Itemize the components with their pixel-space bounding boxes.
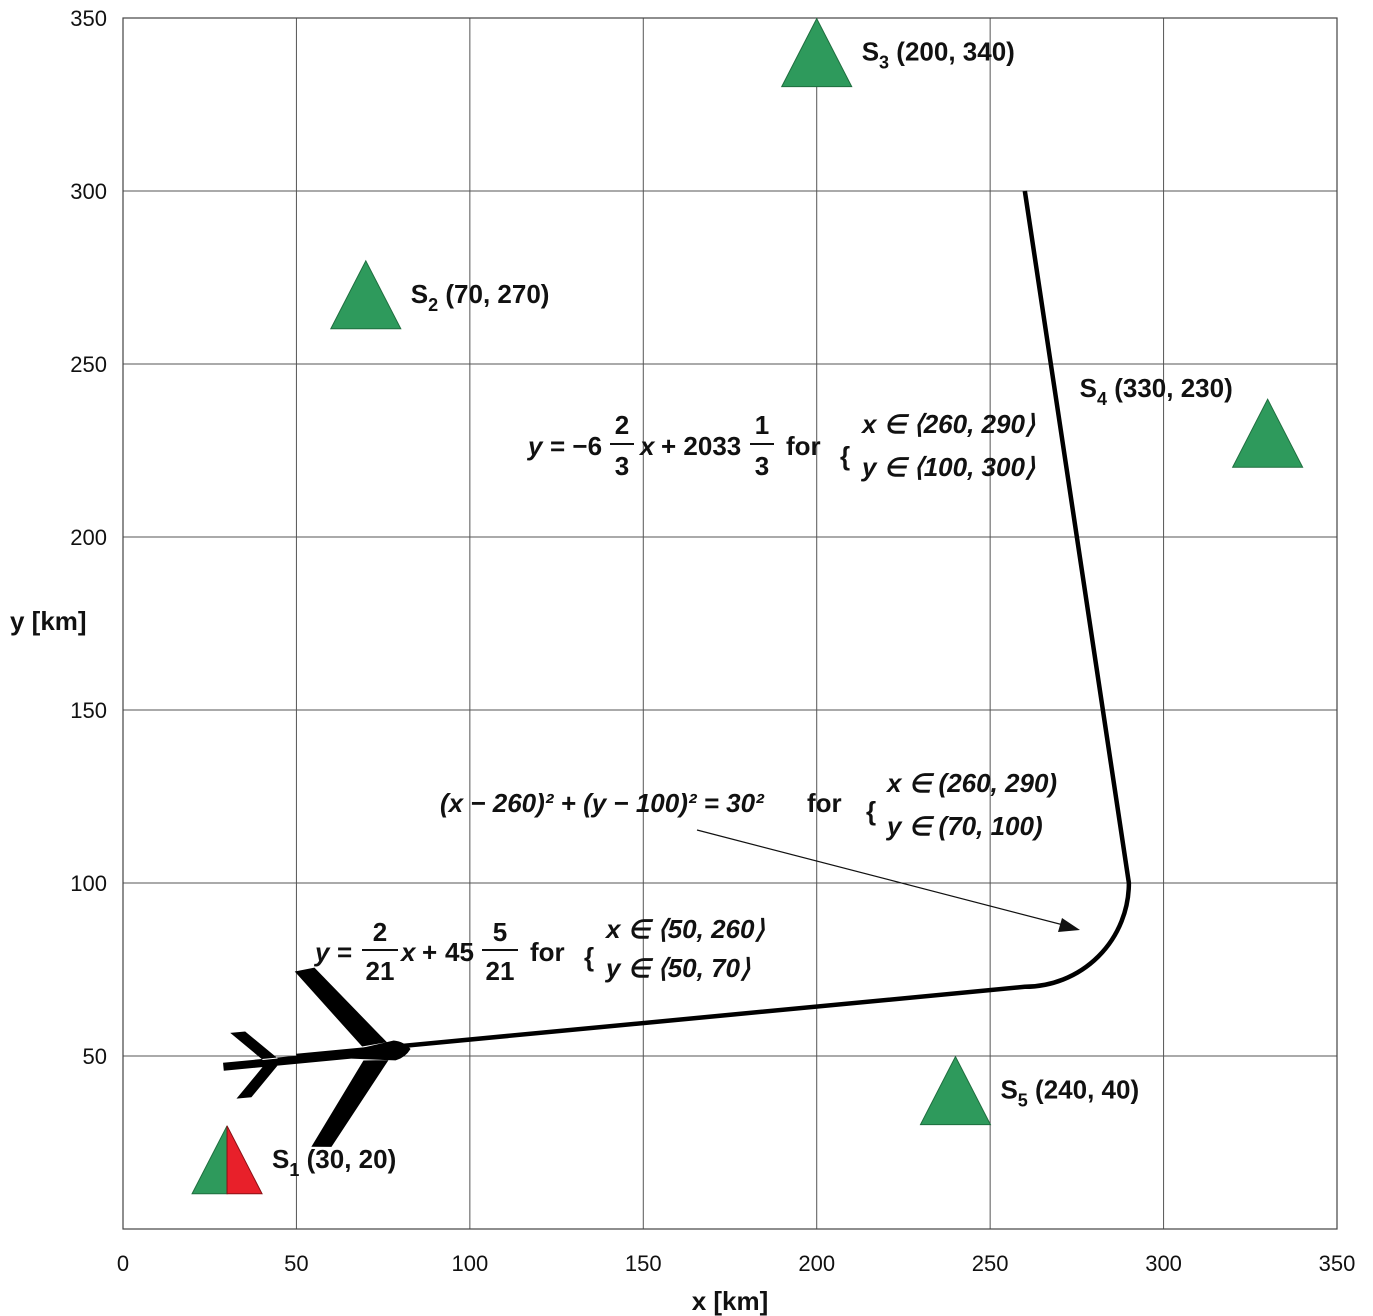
eq2-arrowhead bbox=[1058, 918, 1080, 932]
x-axis-title: x [km] bbox=[692, 1286, 769, 1316]
eq2-text: (x − 260)² + (y − 100)² = 30² bbox=[440, 788, 765, 818]
station-marker bbox=[329, 259, 402, 330]
station-label: S5 (240, 40) bbox=[1000, 1075, 1139, 1111]
x-tick-label: 150 bbox=[625, 1251, 662, 1276]
y-tick-label: 150 bbox=[70, 698, 107, 723]
y-tick-label: 50 bbox=[83, 1044, 107, 1069]
tick-labels: 0 50 100 150 200 250 300 3505010015020025030035… bbox=[70, 6, 1355, 1276]
trajectory-path bbox=[296, 190, 1132, 1059]
station-s2: S2 (70, 270) bbox=[329, 259, 550, 330]
eq3-lhs: y bbox=[526, 431, 544, 461]
eq1-num: 2 bbox=[373, 917, 387, 947]
eq1-lhs: y bbox=[313, 937, 331, 967]
eq1-equals: = bbox=[337, 937, 352, 967]
station-label: S4 (330, 230) bbox=[1080, 373, 1233, 409]
eq3-plus: + 2033 bbox=[661, 431, 741, 461]
eq3-num: 2 bbox=[615, 410, 629, 440]
y-tick-label: 100 bbox=[70, 871, 107, 896]
eq2-cond-x: x ∈ (260, 290) bbox=[885, 768, 1057, 798]
x-tick-label: 50 bbox=[284, 1251, 308, 1276]
eq1-cond-x: x ∈ ⟨50, 260⟩ bbox=[604, 914, 765, 944]
eq1-den: 21 bbox=[366, 956, 395, 986]
eq1-den2: 21 bbox=[486, 956, 515, 986]
eq2-arrow bbox=[696, 829, 1076, 929]
station-label: S3 (200, 340) bbox=[862, 37, 1015, 73]
x-tick-label: 300 bbox=[1145, 1251, 1182, 1276]
x-tick-label: 250 bbox=[972, 1251, 1009, 1276]
station-s3: S3 (200, 340) bbox=[780, 17, 1015, 88]
stations: S1 (30, 20) S2 (70, 270) S3 (200, 340) S4 (… bbox=[191, 17, 1304, 1195]
eq1-cond-y: y ∈ ⟨50, 70⟩ bbox=[604, 953, 751, 983]
eq3-for: for bbox=[786, 431, 821, 461]
eq1-brace: { bbox=[584, 942, 594, 972]
station-label: S1 (30, 20) bbox=[272, 1144, 396, 1180]
x-tick-label: 350 bbox=[1319, 1251, 1356, 1276]
eq3-cond-y: y ∈ ⟨100, 300⟩ bbox=[860, 452, 1036, 482]
eq1-whole: 45 bbox=[445, 937, 474, 967]
station-s5: S5 (240, 40) bbox=[919, 1055, 1139, 1126]
x-tick-label: 0 bbox=[117, 1251, 129, 1276]
trajectory bbox=[296, 190, 1132, 1059]
eq3-brace: { bbox=[840, 441, 850, 471]
grid bbox=[122, 17, 1338, 1230]
eq3-den: 3 bbox=[615, 451, 629, 481]
y-tick-label: 350 bbox=[70, 6, 107, 31]
equation-line-2: y = −6 2 3 x + 2033 1 3 for { x ∈ ⟨260, … bbox=[526, 409, 1036, 482]
y-tick-label: 200 bbox=[70, 525, 107, 550]
station-s1: S1 (30, 20) bbox=[191, 1125, 396, 1195]
eq3-x: x bbox=[638, 431, 656, 461]
equation-arc: (x − 260)² + (y − 100)² = 30² for { x ∈ … bbox=[440, 768, 1080, 932]
eq3-num2: 1 bbox=[755, 410, 769, 440]
station-label: S2 (70, 270) bbox=[411, 279, 550, 315]
y-tick-label: 250 bbox=[70, 352, 107, 377]
eq2-cond-y: y ∈ (70, 100) bbox=[885, 811, 1043, 841]
eq3-equals: = −6 bbox=[550, 431, 602, 461]
aircraft-icon bbox=[223, 967, 411, 1147]
eq1-x: x bbox=[399, 937, 417, 967]
eq3-cond-x: x ∈ ⟨260, 290⟩ bbox=[860, 409, 1036, 439]
eq1-plus: + bbox=[422, 937, 437, 967]
eq3-den2: 3 bbox=[755, 451, 769, 481]
equation-line-1: y = 2 21 x + 45 5 21 for { x ∈ ⟨50, 260⟩… bbox=[313, 914, 765, 986]
eq2-brace: { bbox=[866, 796, 876, 826]
plot-frame bbox=[122, 17, 1338, 1230]
eq1-num2: 5 bbox=[493, 917, 507, 947]
station-marker bbox=[780, 17, 853, 88]
x-tick-label: 100 bbox=[451, 1251, 488, 1276]
station-marker-half bbox=[226, 1125, 263, 1195]
eq1-for: for bbox=[530, 937, 565, 967]
station-marker bbox=[919, 1055, 992, 1126]
station-marker bbox=[1231, 398, 1304, 468]
eq2-for: for bbox=[807, 788, 842, 818]
station-marker bbox=[191, 1125, 228, 1195]
x-tick-label: 200 bbox=[798, 1251, 835, 1276]
y-tick-label: 300 bbox=[70, 179, 107, 204]
station-s4: S4 (330, 230) bbox=[1080, 373, 1304, 468]
y-axis-title: y [km] bbox=[10, 606, 87, 636]
